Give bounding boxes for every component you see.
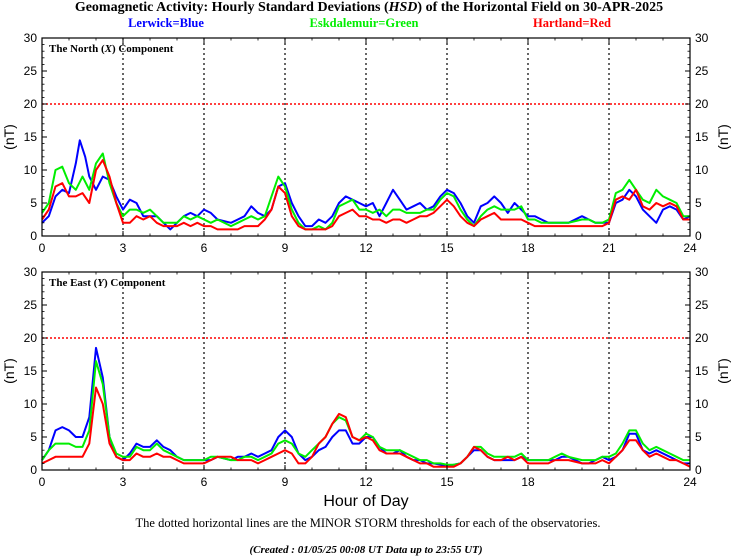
north-ylabel-right: (nT) [715, 124, 731, 150]
north-ytick-label-right: 15 [695, 130, 709, 144]
east-xtick-label: 24 [683, 475, 697, 489]
east-ytick-label-left: 10 [24, 397, 38, 411]
east-panel-label: The East (Y) Component [49, 277, 166, 289]
east-xtick-label: 3 [120, 475, 127, 489]
north-xtick-label: 15 [440, 241, 454, 255]
east-ytick-label-left: 30 [24, 265, 38, 279]
east-ytick-label-right: 0 [695, 463, 702, 477]
north-ytick-label-right: 5 [695, 196, 702, 210]
east-plot-frame [41, 271, 691, 471]
north-xtick-label: 18 [521, 241, 535, 255]
north-xtick-label: 12 [359, 241, 373, 255]
north-xtick-label: 9 [282, 241, 289, 255]
north-panel-label: The North (X) Component [49, 43, 174, 55]
east-ytick-label-right: 5 [695, 430, 702, 444]
east-ytick-label-right: 25 [695, 298, 709, 312]
east-ytick-label-left: 0 [30, 463, 37, 477]
north-ylabel-left: (nT) [1, 124, 17, 150]
legend-hartland: Hartland=Red [533, 16, 611, 30]
legend-lerwick: Lerwick=Blue [128, 16, 204, 30]
north-ytick-label-right: 20 [695, 97, 709, 111]
east-series-eskdalemuir [41, 360, 690, 466]
north-ytick-label-left: 0 [30, 229, 37, 243]
north-ytick-label-left: 10 [24, 163, 38, 177]
east-ytick-label-left: 5 [30, 430, 37, 444]
east-ytick-label-left: 20 [24, 331, 38, 345]
x-axis-label: Hour of Day [323, 493, 408, 510]
north-xtick-label: 0 [39, 241, 46, 255]
north-xtick-label: 3 [120, 241, 127, 255]
north-xtick-label: 21 [602, 241, 616, 255]
east-xtick-label: 18 [521, 475, 535, 489]
east-xtick-label: 21 [602, 475, 616, 489]
creation-note: (Created : 01/05/25 00:08 UT Data up to … [249, 544, 482, 556]
north-xtick-label: 6 [201, 241, 208, 255]
legend-eskdalemuir: Eskdalemuir=Green [310, 16, 419, 30]
east-ytick-label-right: 15 [695, 364, 709, 378]
north-ytick-label-left: 30 [24, 31, 38, 45]
north-ytick-label-left: 25 [24, 64, 38, 78]
east-xtick-label: 15 [440, 475, 454, 489]
east-ytick-label-right: 10 [695, 397, 709, 411]
north-series-eskdalemuir [41, 152, 690, 231]
east-ylabel-right: (nT) [715, 358, 731, 384]
north-ytick-label-right: 10 [695, 163, 709, 177]
north-ytick-label-left: 20 [24, 97, 38, 111]
east-ylabel-left: (nT) [1, 358, 17, 384]
threshold-note: The dotted horizontal lines are the MINO… [136, 516, 601, 530]
north-ytick-label-left: 5 [30, 196, 37, 210]
north-series-hartland [41, 159, 690, 231]
north-xtick-label: 24 [683, 241, 697, 255]
east-ytick-label-left: 25 [24, 298, 38, 312]
north-ytick-label-right: 25 [695, 64, 709, 78]
east-xtick-label: 0 [39, 475, 46, 489]
east-xtick-label: 9 [282, 475, 289, 489]
east-ytick-label-left: 15 [24, 364, 38, 378]
east-xtick-label: 6 [201, 475, 208, 489]
north-ytick-label-right: 30 [695, 31, 709, 45]
north-series-lerwick [41, 139, 691, 231]
east-ytick-label-right: 30 [695, 265, 709, 279]
north-ytick-label-right: 0 [695, 229, 702, 243]
east-xtick-label: 12 [359, 475, 373, 489]
east-series-hartland [41, 386, 691, 468]
north-ytick-label-left: 15 [24, 130, 38, 144]
east-ytick-label-right: 20 [695, 331, 709, 345]
chart-title: Geomagnetic Activity: Hourly Standard De… [75, 0, 663, 15]
